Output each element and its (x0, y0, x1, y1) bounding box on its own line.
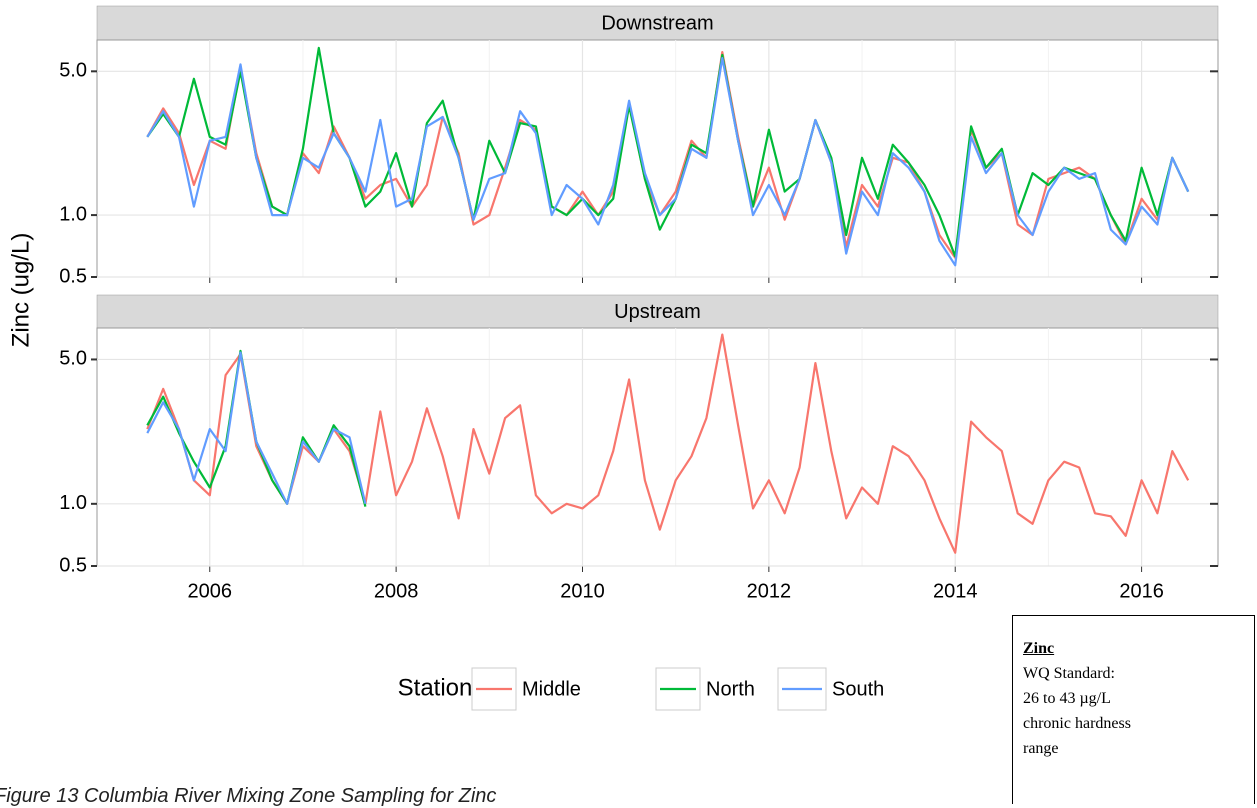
caption: Figure 13 Columbia River Mixing Zone Sam… (0, 785, 497, 807)
y-tick-label: 1.0 (59, 492, 87, 514)
y-tick-label: 0.5 (59, 265, 87, 287)
note-line: 26 to 43 µg/L (1023, 690, 1111, 707)
y-tick-label: 5.0 (59, 60, 87, 82)
note-line: chronic hardness (1023, 715, 1131, 732)
note-title: Zinc (1023, 640, 1055, 657)
x-tick-label: 2008 (374, 580, 419, 602)
x-tick-label: 2010 (560, 580, 605, 602)
x-tick-label: 2014 (933, 580, 978, 602)
legend-label: South (832, 678, 884, 700)
y-tick-label: 1.0 (59, 203, 87, 225)
note-line: range (1023, 740, 1059, 757)
facet-title: Upstream (614, 301, 701, 323)
panel (96, 327, 1219, 567)
y-tick-label: 5.0 (59, 348, 87, 370)
note-line: WQ Standard: (1023, 665, 1115, 682)
series-line (146, 57, 1190, 267)
panel (96, 39, 1219, 278)
facet-title: Downstream (601, 12, 713, 34)
series-line (146, 51, 1190, 259)
legend-label: North (706, 678, 755, 700)
legend-label: Middle (522, 678, 581, 700)
y-axis-label: Zinc (ug/L) (7, 233, 34, 348)
x-tick-label: 2012 (747, 580, 792, 602)
x-tick-label: 2016 (1119, 580, 1164, 602)
legend-title: Station (398, 674, 473, 701)
note-box: Zinc WQ Standard: 26 to 43 µg/L chronic … (1012, 615, 1255, 804)
y-tick-label: 0.5 (59, 554, 87, 576)
x-tick-label: 2006 (188, 580, 233, 602)
facet-strip (96, 294, 1219, 329)
series-line (146, 351, 367, 505)
